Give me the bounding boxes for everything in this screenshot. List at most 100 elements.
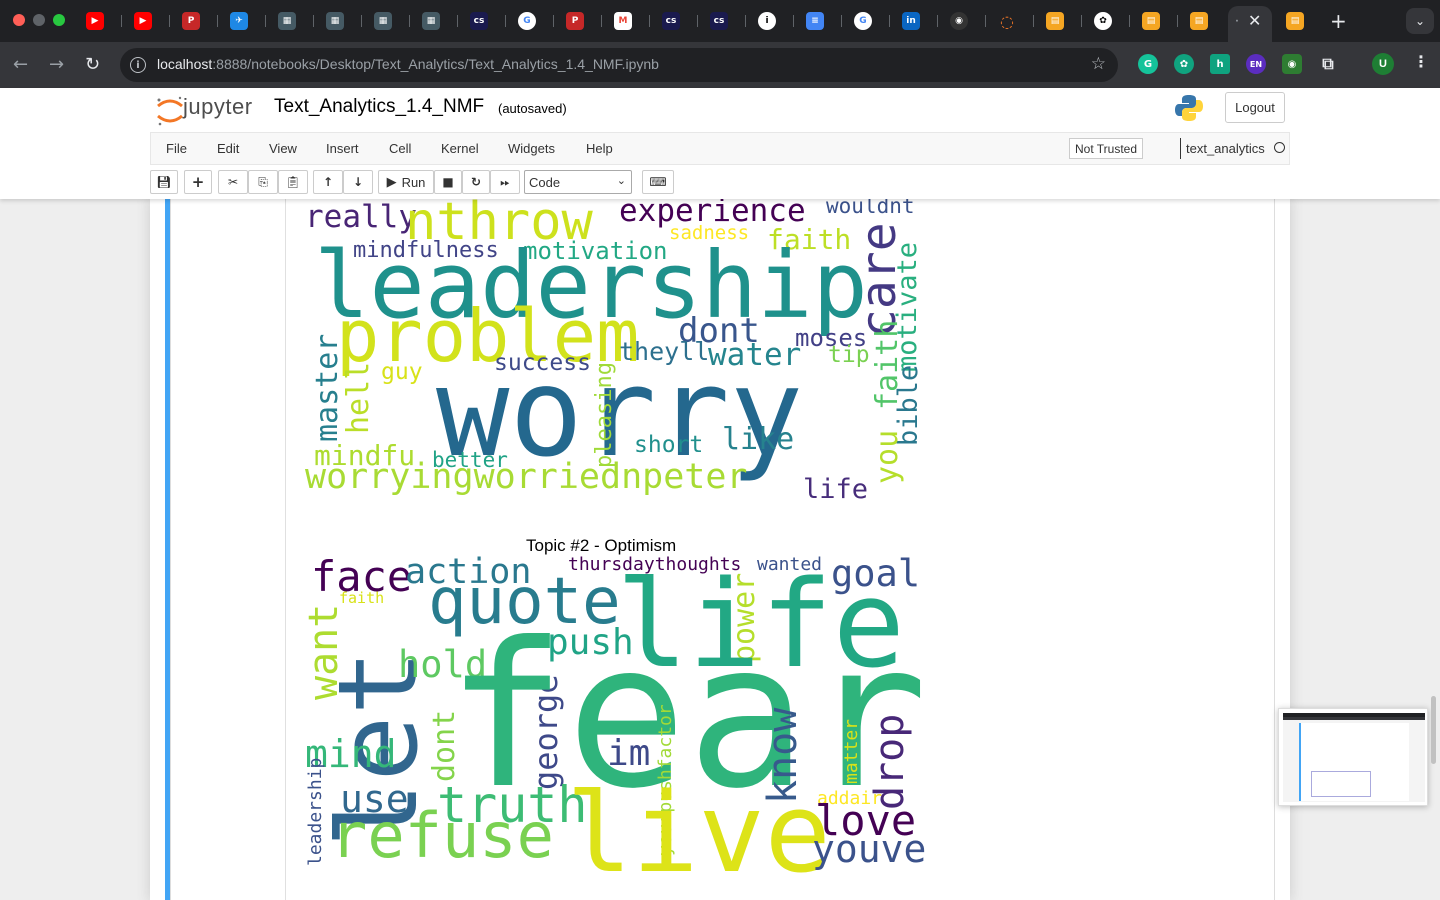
wordcloud-word: quote (428, 565, 621, 639)
google-icon[interactable]: G (854, 12, 872, 30)
insert-cell-icon[interactable]: + (184, 170, 212, 194)
github-icon[interactable]: ◉ (950, 12, 968, 30)
menu-widgets[interactable]: Widgets (508, 141, 555, 156)
site-info-icon[interactable]: i (130, 57, 146, 73)
language-extension-icon[interactable]: EN (1246, 54, 1266, 74)
save-icon[interactable]: 💾︎ (150, 170, 178, 194)
keyboard-icon[interactable]: ⌨ (642, 170, 674, 194)
cut-icon[interactable]: ✂ (218, 170, 248, 194)
thumbnail-tabbar (1283, 713, 1425, 717)
tab-separator (889, 15, 890, 27)
url-text[interactable]: localhost:8888/notebooks/Desktop/Text_An… (157, 56, 659, 72)
jupyter-logo-icon[interactable] (153, 94, 263, 128)
logout-button[interactable]: Logout (1225, 92, 1285, 123)
cell-type-select[interactable]: Code ⌄ (524, 170, 632, 194)
wordcloud-word: addair (817, 788, 883, 809)
copy-icon[interactable]: ⎘ (248, 170, 278, 194)
cs-icon[interactable]: cs (662, 12, 680, 30)
menu-kernel[interactable]: Kernel (441, 141, 479, 156)
notebook-icon[interactable]: ▤ (1190, 12, 1208, 30)
qr-icon[interactable]: ▦ (374, 12, 392, 30)
notebook-icon[interactable]: ▤ (1286, 12, 1304, 30)
game-extension-icon[interactable]: ◉ (1282, 54, 1302, 74)
cell-type-value: Code (529, 174, 561, 190)
h-extension-icon[interactable]: h (1210, 54, 1230, 74)
menu-edit[interactable]: Edit (217, 141, 240, 156)
tab-separator (793, 15, 794, 27)
tab-separator (409, 15, 410, 27)
kernel-name[interactable]: text_analytics (1180, 138, 1265, 159)
youtube-icon[interactable]: ▶ (86, 12, 104, 30)
close-window-button[interactable] (13, 14, 25, 26)
tab-separator (1129, 15, 1130, 27)
wordcloud-word: nthrow (405, 192, 593, 252)
jupyter-logo-text[interactable]: jupyter (183, 94, 253, 119)
pdf-icon[interactable]: P (566, 12, 584, 30)
active-tab[interactable] (1228, 6, 1272, 42)
menu-insert[interactable]: Insert (326, 141, 359, 156)
tab-close-icon[interactable]: ✕ (1248, 11, 1262, 30)
notebook-icon[interactable]: ▤ (1046, 12, 1064, 30)
tab-search-button[interactable]: ⌄ (1406, 8, 1434, 34)
code-cell[interactable] (170, 199, 1275, 900)
tab-separator (649, 15, 650, 27)
run-button[interactable]: ▶ Run (378, 170, 434, 194)
tab-separator (697, 15, 698, 27)
wordcloud-word: tip (828, 342, 870, 368)
qr-icon[interactable]: ▦ (326, 12, 344, 30)
cs-icon[interactable]: cs (710, 12, 728, 30)
new-tab-button[interactable]: + (1330, 9, 1347, 33)
linkedin-icon[interactable]: in (902, 12, 920, 30)
chevron-down-icon: ⌄ (616, 174, 626, 187)
menu-view[interactable]: View (269, 141, 297, 156)
qr-icon[interactable]: ▦ (278, 12, 296, 30)
move-up-icon[interactable]: ↑ (313, 170, 343, 194)
reload-button[interactable]: ↻ (85, 54, 101, 75)
paste-icon[interactable]: 📋︎ (278, 170, 308, 194)
thumbnail-notebook (1299, 723, 1409, 801)
extensions-puzzle-icon[interactable]: ⧉ (1322, 54, 1334, 73)
wordcloud-word: motivation (523, 237, 668, 265)
cs-icon[interactable]: cs (470, 12, 488, 30)
move-down-icon[interactable]: ↓ (343, 170, 373, 194)
output-prompt-area (285, 199, 286, 900)
wordcloud-word: leadership (305, 757, 326, 866)
restart-icon[interactable]: ↻ (462, 170, 490, 194)
notebook-name[interactable]: Text_Analytics_1.4_NMF (274, 96, 485, 117)
openai-icon[interactable]: ✿ (1094, 12, 1112, 30)
jupyter-icon[interactable]: ◌ (1000, 11, 1014, 31)
grammarly-icon[interactable]: G (1138, 54, 1158, 74)
menu-help[interactable]: Help (586, 141, 613, 156)
notebook-icon[interactable]: ▤ (1142, 12, 1160, 30)
profile-avatar[interactable]: U (1372, 53, 1394, 75)
menu-file[interactable]: File (166, 141, 187, 156)
interrupt-icon[interactable]: ■ (434, 170, 462, 194)
forward-button[interactable]: → (49, 54, 65, 75)
selected-cell-indicator (165, 199, 170, 900)
trust-status-button[interactable]: Not Trusted (1069, 138, 1144, 159)
page-scrollbar-thumb[interactable] (1431, 696, 1436, 764)
menu-cell[interactable]: Cell (389, 141, 412, 156)
bird-icon[interactable]: ✈ (230, 12, 248, 30)
info-icon[interactable]: i (758, 12, 776, 30)
gmail-icon[interactable]: M (614, 12, 632, 30)
browser-menu-icon[interactable]: ⋮ (1413, 52, 1429, 71)
pdf-icon[interactable]: P (182, 12, 200, 30)
minimize-window-button[interactable] (33, 14, 45, 26)
window-preview-thumbnail[interactable] (1278, 708, 1428, 806)
wordcloud-word: wouldnt (826, 194, 915, 218)
chatgpt-extension-icon[interactable]: ✿ (1174, 54, 1194, 74)
wordcloud-word: worryingworriednpeter (305, 457, 748, 497)
zoom-window-button[interactable] (53, 14, 65, 26)
tab-separator (1081, 15, 1082, 27)
fast-forward-icon[interactable]: ⏩︎ (490, 170, 520, 194)
notebook-icon: · (1235, 17, 1239, 27)
google-icon[interactable]: G (518, 12, 536, 30)
bookmark-star-icon[interactable]: ☆ (1090, 54, 1106, 74)
docs-icon[interactable]: ≡ (806, 12, 824, 30)
qr-icon[interactable]: ▦ (422, 12, 440, 30)
back-button[interactable]: ← (13, 54, 29, 75)
wordcloud-word: success (494, 350, 591, 376)
address-bar[interactable]: i localhost:8888/notebooks/Desktop/Text_… (120, 48, 1118, 82)
youtube-icon[interactable]: ▶ (134, 12, 152, 30)
